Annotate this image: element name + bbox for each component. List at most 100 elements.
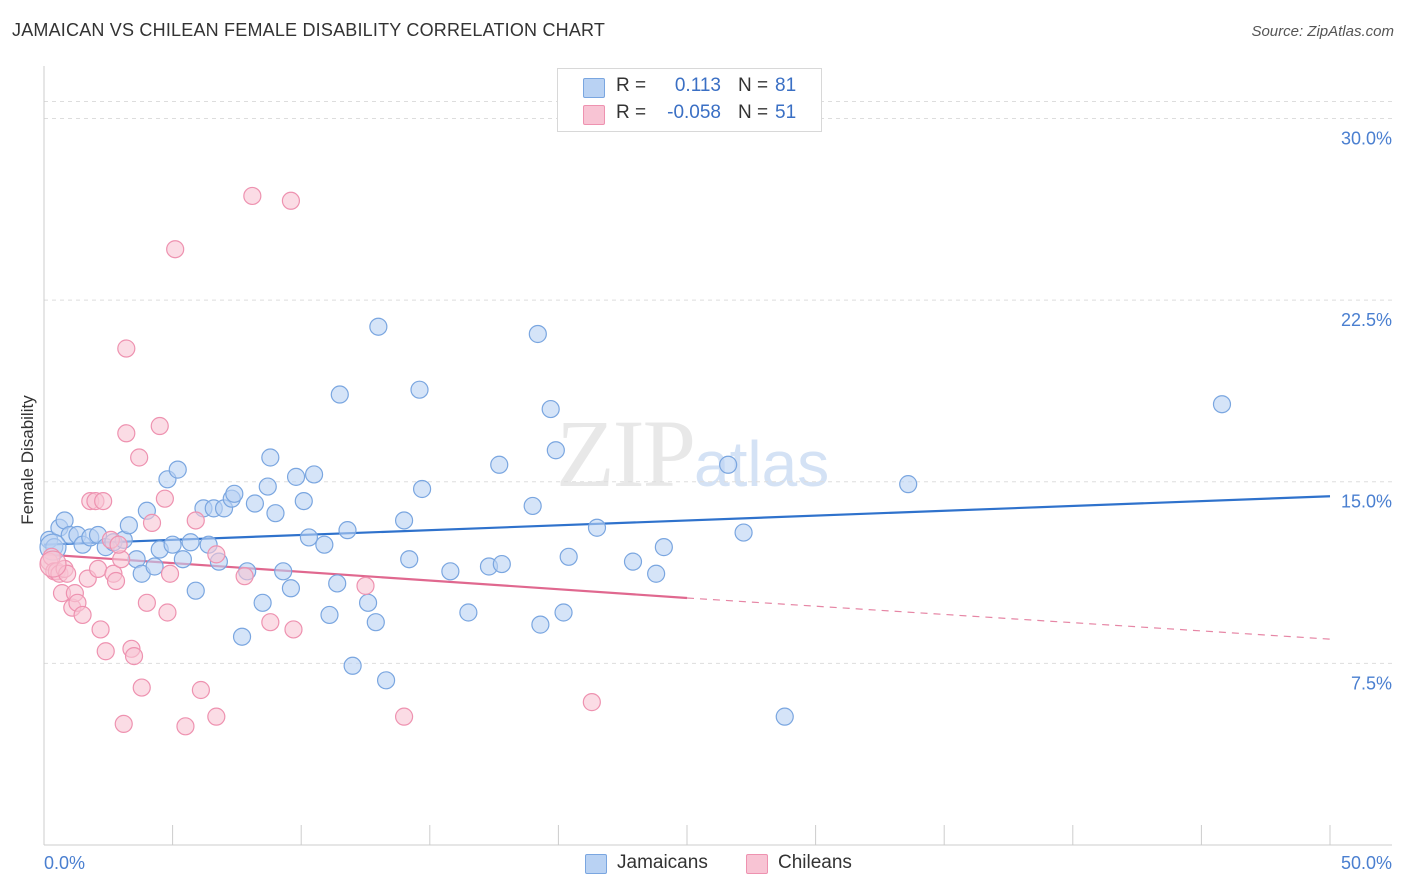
jamaican-point <box>330 385 349 404</box>
chilean-point <box>106 571 126 591</box>
jamaican-point <box>315 535 334 554</box>
chilean-point <box>166 240 185 259</box>
jamaican-point <box>554 603 573 622</box>
jamaican-point <box>546 441 565 460</box>
chilean-point <box>39 550 67 578</box>
jamaican-point <box>253 593 272 612</box>
watermark-atlas: atlas <box>694 428 830 500</box>
chilean-point <box>94 491 113 511</box>
y-tick-label: 30.0% <box>1341 128 1392 148</box>
jamaican-point <box>1212 395 1232 414</box>
jamaican-point <box>294 491 313 511</box>
jamaican-point <box>261 448 280 467</box>
jamaican-point <box>343 656 362 675</box>
jamaican-point <box>299 528 319 547</box>
x-tick-label: 0.0% <box>44 853 85 873</box>
chilean-point <box>160 564 180 583</box>
jamaican-point <box>523 496 542 516</box>
jamaican-point <box>186 581 205 600</box>
chilean-point <box>186 511 205 530</box>
y-tick-label: 22.5% <box>1341 310 1392 330</box>
chileans-trend-extension <box>686 597 1331 640</box>
jamaican-point <box>541 399 560 419</box>
jamaican-point <box>328 574 347 593</box>
chilean-point <box>191 680 210 700</box>
jamaican-point <box>410 380 429 399</box>
chilean-point <box>96 642 115 661</box>
jamaican-point <box>181 533 200 552</box>
r-value: -0.058 <box>667 102 721 123</box>
jamaican-point <box>232 627 252 646</box>
source-credit: Source: ZipAtlas.com <box>1251 23 1394 40</box>
chilean-point <box>155 489 174 508</box>
jamaican-point <box>492 554 511 574</box>
chilean-point <box>235 567 254 586</box>
jamaican-point <box>281 579 301 598</box>
jamaicans-trend-line <box>43 495 1331 546</box>
r-label: R = <box>616 102 647 123</box>
jamaicans-swatch <box>585 854 607 874</box>
jamaican-point <box>559 547 578 566</box>
jamaican-point <box>119 516 138 535</box>
jamaican-point <box>899 475 918 494</box>
n-label: N = <box>738 75 769 96</box>
jamaican-point <box>304 465 324 484</box>
jamaican-point <box>245 494 265 513</box>
jamaican-point <box>490 455 509 474</box>
jamaican-point <box>775 707 794 726</box>
jamaican-point <box>338 521 357 540</box>
tick-labels: 7.5% 15.0% 22.5% 30.0% 0.0% 50.0% <box>44 128 1392 873</box>
n-value: 81 <box>775 75 797 96</box>
axes <box>43 66 1392 846</box>
jamaican-point <box>647 564 666 583</box>
chilean-point <box>243 186 262 206</box>
chilean-point <box>582 693 601 712</box>
chilean-point <box>117 424 136 443</box>
chilean-point <box>150 416 169 436</box>
chileans-swatch <box>746 854 768 874</box>
jamaican-point <box>369 317 388 336</box>
y-axis-label: Female Disability <box>18 395 37 525</box>
y-tick-label: 15.0% <box>1341 492 1392 512</box>
jamaican-point <box>258 477 277 496</box>
trend-lines <box>43 495 1331 640</box>
chilean-point <box>124 646 144 666</box>
chileans-swatch <box>583 105 605 125</box>
jamaican-point <box>225 484 244 503</box>
jamaican-point <box>734 523 753 542</box>
chilean-point <box>281 191 301 210</box>
legend-label: Jamaicans <box>617 852 708 873</box>
jamaican-point <box>531 615 550 634</box>
jamaican-point <box>366 613 385 632</box>
jamaican-point <box>274 562 293 581</box>
chilean-point <box>130 448 149 467</box>
chilean-point <box>284 620 303 639</box>
jamaican-point <box>441 562 460 581</box>
watermark-zip: ZIP <box>556 400 696 507</box>
chilean-point <box>142 513 162 532</box>
jamaican-point <box>376 671 396 690</box>
chilean-point <box>158 603 177 622</box>
n-label: N = <box>738 102 769 123</box>
jamaican-point <box>528 324 547 344</box>
n-value: 51 <box>775 102 797 123</box>
watermark: ZIPatlas <box>556 398 829 509</box>
chilean-point <box>207 545 226 564</box>
chilean-point <box>137 593 156 612</box>
chilean-point <box>109 535 128 554</box>
jamaican-point <box>400 550 419 569</box>
jamaican-point <box>163 535 182 554</box>
jamaicans-swatch <box>583 78 605 98</box>
jamaican-point <box>320 605 339 625</box>
chilean-point <box>176 717 195 736</box>
y-tick-label: 7.5% <box>1351 673 1392 693</box>
jamaican-point <box>266 504 285 523</box>
jamaican-point <box>358 593 378 612</box>
chilean-point <box>91 620 110 639</box>
x-tick-label: 50.0% <box>1341 853 1392 873</box>
jamaican-point <box>412 479 432 499</box>
chilean-point <box>114 714 133 734</box>
chart-title: JAMAICAN VS CHILEAN FEMALE DISABILITY CO… <box>12 20 606 40</box>
jamaican-point <box>719 455 738 474</box>
